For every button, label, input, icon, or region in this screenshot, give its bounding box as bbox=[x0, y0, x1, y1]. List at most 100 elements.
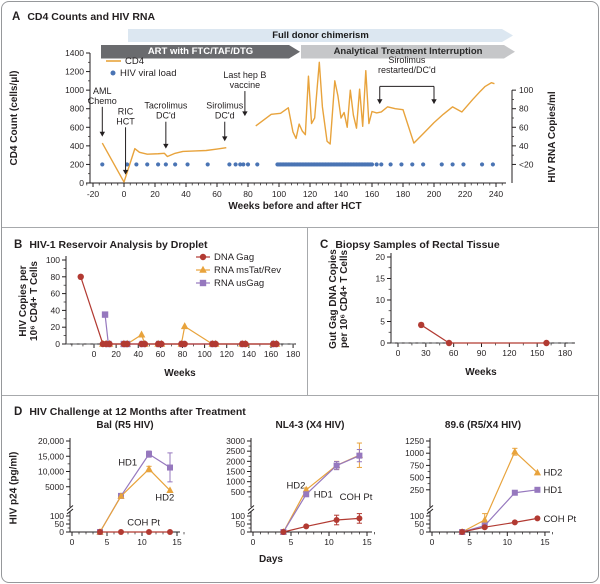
band-ati-label: Analytical Treatment Interruption bbox=[333, 46, 483, 58]
svg-text:50: 50 bbox=[236, 519, 246, 529]
svg-text:RNA usGag: RNA usGag bbox=[214, 278, 264, 289]
svg-text:3000: 3000 bbox=[226, 436, 245, 446]
svg-text:160: 160 bbox=[264, 349, 278, 359]
svg-text:0: 0 bbox=[59, 527, 64, 537]
band-art-label: ART with FTC/TAF/DTG bbox=[147, 46, 254, 58]
svg-text:RNA msTat/Rev: RNA msTat/Rev bbox=[214, 265, 281, 276]
panel-a-header: A CD4 Counts and HIV RNA bbox=[12, 7, 155, 25]
svg-text:COH Pt: COH Pt bbox=[543, 514, 576, 525]
band-ati: Analytical Treatment Interruption bbox=[301, 45, 515, 59]
svg-text:10: 10 bbox=[324, 537, 334, 547]
chart-bal-title: Bal (R5 HIV) bbox=[96, 420, 154, 431]
svg-text:60: 60 bbox=[212, 189, 222, 199]
svg-text:HCT: HCT bbox=[116, 116, 135, 126]
svg-text:60: 60 bbox=[51, 289, 61, 299]
svg-text:100: 100 bbox=[231, 511, 245, 521]
svg-text:COH Pt: COH Pt bbox=[340, 492, 373, 503]
svg-text:-20: -20 bbox=[87, 189, 100, 199]
svg-text:40: 40 bbox=[51, 305, 61, 315]
svg-text:HIV viral load: HIV viral load bbox=[120, 68, 177, 79]
svg-text:AML: AML bbox=[93, 86, 112, 96]
panel-a-annotations: AMLChemoRICHCTTacrolimusDC'dSirolimusDC'… bbox=[88, 55, 437, 175]
svg-text:20,000: 20,000 bbox=[38, 436, 64, 446]
svg-text:30: 30 bbox=[421, 348, 431, 358]
svg-text:0: 0 bbox=[419, 527, 424, 537]
svg-text:10: 10 bbox=[137, 537, 147, 547]
svg-text:200: 200 bbox=[70, 159, 84, 169]
svg-text:180: 180 bbox=[396, 189, 410, 199]
svg-text:DC'd: DC'd bbox=[215, 111, 235, 121]
panel-d-title: HIV Challenge at 12 Months after Treatme… bbox=[29, 406, 246, 418]
svg-text:1500: 1500 bbox=[226, 467, 245, 477]
svg-text:120: 120 bbox=[502, 348, 516, 358]
svg-text:0: 0 bbox=[396, 348, 401, 358]
panel-d-yaxis-label: HIV p24 (pg/ml) bbox=[8, 451, 20, 525]
svg-text:Last hep B: Last hep B bbox=[223, 70, 266, 80]
svg-text:<20: <20 bbox=[519, 159, 534, 169]
panel-a-letter: A bbox=[12, 11, 21, 23]
svg-text:50: 50 bbox=[415, 519, 425, 529]
svg-text:0: 0 bbox=[430, 537, 435, 547]
svg-text:2500: 2500 bbox=[226, 446, 245, 456]
svg-text:0: 0 bbox=[55, 339, 60, 349]
svg-text:100: 100 bbox=[50, 511, 64, 521]
series-dna-gag bbox=[77, 273, 280, 348]
svg-text:140: 140 bbox=[334, 189, 348, 199]
svg-text:10: 10 bbox=[503, 537, 513, 547]
panel-b-chart: 0 20 40 60 80 100 120 140 160 180020406080100Week… bbox=[46, 252, 301, 379]
svg-text:10: 10 bbox=[376, 295, 386, 305]
panel-c-chart-plot: 0 30 60 90 120 150 180 0 5 10 15 20 Weeks bbox=[376, 252, 575, 378]
svg-text:220: 220 bbox=[458, 189, 472, 199]
svg-text:1000: 1000 bbox=[226, 477, 245, 487]
svg-text:60: 60 bbox=[519, 122, 529, 132]
svg-text:140: 140 bbox=[242, 349, 256, 359]
svg-text:COH Pt: COH Pt bbox=[127, 518, 160, 529]
svg-text:1000: 1000 bbox=[405, 448, 424, 458]
svg-text:60: 60 bbox=[156, 349, 166, 359]
svg-text:5: 5 bbox=[380, 317, 385, 327]
panel-d-header: D HIV Challenge at 12 Months after Treatm… bbox=[14, 402, 246, 420]
svg-text:40: 40 bbox=[134, 349, 144, 359]
svg-text:1400: 1400 bbox=[65, 48, 84, 58]
svg-text:500: 500 bbox=[410, 473, 424, 483]
panel-d-letter: D bbox=[14, 406, 23, 418]
svg-text:5: 5 bbox=[467, 537, 472, 547]
svg-text:20: 20 bbox=[150, 189, 160, 199]
svg-text:20: 20 bbox=[51, 322, 61, 332]
panel-d-xaxis-label: Days bbox=[259, 554, 283, 565]
svg-text:800: 800 bbox=[70, 104, 84, 114]
panel-d2-chart-plot: 0 5 10 1505010050010001500200025003000HD2HD… bbox=[226, 436, 375, 547]
svg-text:80: 80 bbox=[178, 349, 188, 359]
svg-text:2000: 2000 bbox=[226, 456, 245, 466]
svg-text:150: 150 bbox=[530, 348, 544, 358]
panel-a-yaxis-label-right: HIV RNA Copies/ml bbox=[547, 91, 558, 183]
svg-text:HD1: HD1 bbox=[314, 489, 333, 500]
svg-text:1250: 1250 bbox=[405, 436, 424, 446]
panel-c-yaxis-label: Gut Gag DNA Copies per 10⁶ CD4+ T Cells bbox=[328, 249, 350, 349]
svg-text:vaccine: vaccine bbox=[230, 80, 261, 90]
svg-text:0: 0 bbox=[79, 178, 84, 188]
svg-text:160: 160 bbox=[365, 189, 379, 199]
svg-text:0: 0 bbox=[122, 189, 127, 199]
svg-text:Tacrolimus: Tacrolimus bbox=[144, 101, 188, 111]
chart-896-title: 89.6 (R5/X4 HIV) bbox=[444, 420, 522, 431]
svg-text:15: 15 bbox=[362, 537, 372, 547]
separator-bc-d bbox=[2, 395, 598, 396]
svg-text:400: 400 bbox=[70, 141, 84, 151]
svg-text:restarted/DC'd: restarted/DC'd bbox=[378, 65, 436, 75]
svg-text:DC'd: DC'd bbox=[156, 111, 176, 121]
svg-text:0: 0 bbox=[380, 338, 385, 348]
series-gut-gag-dna bbox=[417, 321, 550, 347]
svg-text:50: 50 bbox=[55, 519, 65, 529]
panel-d2-chart: 0 5 10 1505010050010001500200025003000HD2HD… bbox=[226, 436, 375, 547]
svg-text:80: 80 bbox=[243, 189, 253, 199]
svg-text:15,000: 15,000 bbox=[38, 451, 64, 461]
svg-text:100: 100 bbox=[410, 511, 424, 521]
svg-text:5: 5 bbox=[289, 537, 294, 547]
svg-text:5: 5 bbox=[105, 537, 110, 547]
series-viral-load bbox=[100, 162, 495, 167]
